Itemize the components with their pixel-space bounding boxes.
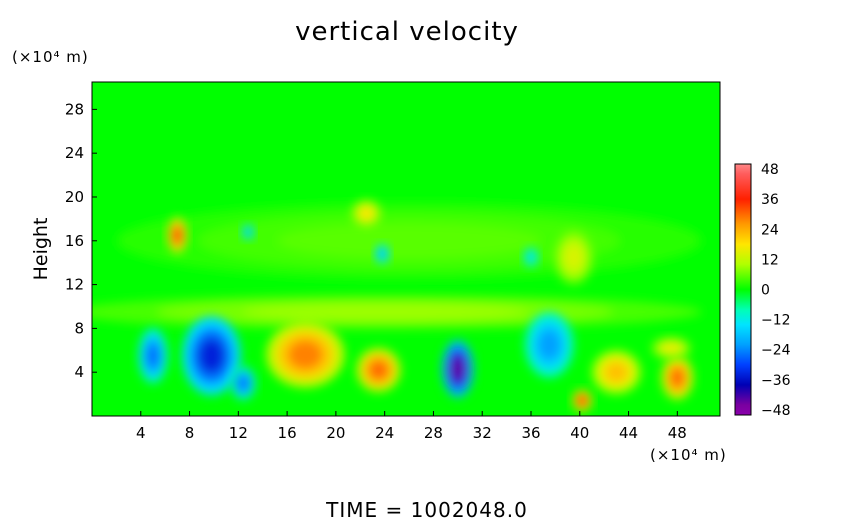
colorbar-tick-label: 12 [761,252,779,268]
x-axis-unit: (×10⁴ m) [650,446,727,464]
heatmap-contour [564,244,583,270]
heatmap-feature [92,294,702,330]
y-axis: 4 8 12 16 20 24 28 [65,100,97,381]
y-tick-label: 12 [65,276,84,294]
heatmap-feature [167,217,188,253]
heatmap-contour [172,227,182,244]
heatmap-contour [245,228,251,236]
heatmap-contour [287,339,323,370]
x-axis: 4 8 12 16 20 24 28 32 36 40 44 48 [136,411,687,442]
heatmap-feature [661,355,694,400]
colorbar-tick-label: 24 [761,222,779,238]
y-axis-label: Height [30,218,52,281]
heatmap-contour [237,375,249,391]
heatmap-feature [231,366,256,400]
x-tick-label: 4 [136,424,146,442]
x-tick-label: 16 [278,424,297,442]
heatmap-feature [441,340,474,398]
heatmap-feature [523,247,539,268]
heatmap-contour [450,356,465,382]
colorbar-scale [734,163,752,416]
heatmap-contour [241,304,528,320]
heatmap-contour [538,330,561,360]
heatmap-feature [266,321,345,388]
x-tick-label: 12 [229,424,248,442]
x-tick-label: 48 [668,424,687,442]
chart-title: vertical velocity [295,17,519,47]
colorbar-tick-label: −48 [761,403,791,419]
heatmap-contour [359,207,373,220]
x-tick-label: 20 [326,424,345,442]
x-tick-label: 40 [570,424,589,442]
heatmap-contour [378,249,386,259]
heatmap-feature [351,200,382,227]
y-tick-label: 20 [65,188,84,206]
heatmap-feature [554,229,594,285]
y-axis-unit: (×10⁴ m) [12,48,89,66]
heatmap-features [92,200,702,412]
heatmap-feature [356,348,401,392]
colorbar-ticks: 48 36 24 12 0 −12 −24 −36 −48 [761,162,791,419]
heatmap-feature [591,350,641,395]
heatmap-feature [374,244,390,264]
heatmap-contour [146,343,160,369]
x-tick-label: 24 [375,424,394,442]
heatmap-feature [241,224,255,240]
heatmap-contour [198,338,225,374]
heatmap-contour [527,252,535,262]
heatmap-contour [662,343,681,354]
heatmap-contour [277,223,541,259]
heatmap-feature [116,202,702,280]
x-tick-label: 8 [185,424,195,442]
plot-frame [91,81,721,417]
y-tick-label: 24 [65,144,84,162]
colorbar: 48 36 24 12 0 −12 −24 −36 −48 [734,162,791,419]
y-tick-label: 4 [74,363,84,381]
x-tick-label: 28 [424,424,443,442]
x-tick-label: 36 [521,424,540,442]
y-tick-label: 28 [65,100,84,118]
heatmap-contour [368,360,389,380]
colorbar-tick-label: 0 [761,283,770,299]
heatmap-contour [605,362,628,383]
heatmap-feature [524,311,574,378]
colorbar-tick-label: 36 [761,192,779,208]
x-tick-label: 44 [619,424,638,442]
colorbar-tick-label: −24 [761,343,791,359]
x-tick-label: 32 [473,424,492,442]
heatmap-contour [670,367,685,388]
colorbar-tick-label: 48 [761,162,779,178]
heatmap-contour [577,395,587,406]
colorbar-tick-label: −36 [761,373,791,389]
heatmap-feature [651,337,691,360]
heatmap-feature [572,389,592,412]
colorbar-tick-label: −12 [761,313,791,329]
time-footer: TIME = 1002048.0 [325,498,528,519]
heatmap-feature [138,328,168,384]
heatmap-feature [182,316,241,396]
y-tick-label: 8 [74,319,84,337]
y-tick-label: 16 [65,232,84,250]
